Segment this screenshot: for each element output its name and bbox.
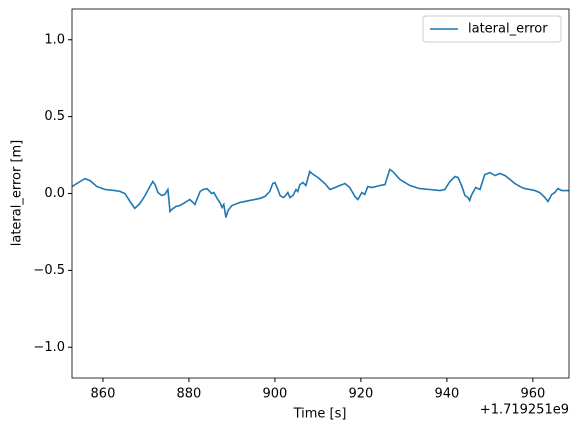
x-tick-label: 860 bbox=[91, 387, 116, 402]
x-tick-label: 920 bbox=[348, 387, 373, 402]
data-line bbox=[72, 168, 569, 218]
y-tick-label: −1.0 bbox=[33, 340, 65, 355]
plot-frame bbox=[71, 8, 570, 379]
y-tick-label: 0.5 bbox=[44, 109, 65, 124]
x-offset-label: +1.719251e9 bbox=[480, 403, 569, 418]
x-tick-label: 940 bbox=[434, 387, 459, 402]
x-tick-label: 960 bbox=[520, 387, 545, 402]
y-tick-label: −0.5 bbox=[33, 263, 65, 278]
x-tick-label: 880 bbox=[177, 387, 202, 402]
y-axis-label: lateral_error [m] bbox=[10, 140, 25, 247]
legend-box bbox=[422, 15, 562, 43]
x-tick-label: 900 bbox=[263, 387, 288, 402]
x-axis-label: Time [s] bbox=[293, 407, 347, 422]
legend-label: lateral_error bbox=[468, 22, 548, 37]
y-tick-label: 0.0 bbox=[44, 186, 65, 201]
y-tick-label: 1.0 bbox=[44, 32, 65, 47]
